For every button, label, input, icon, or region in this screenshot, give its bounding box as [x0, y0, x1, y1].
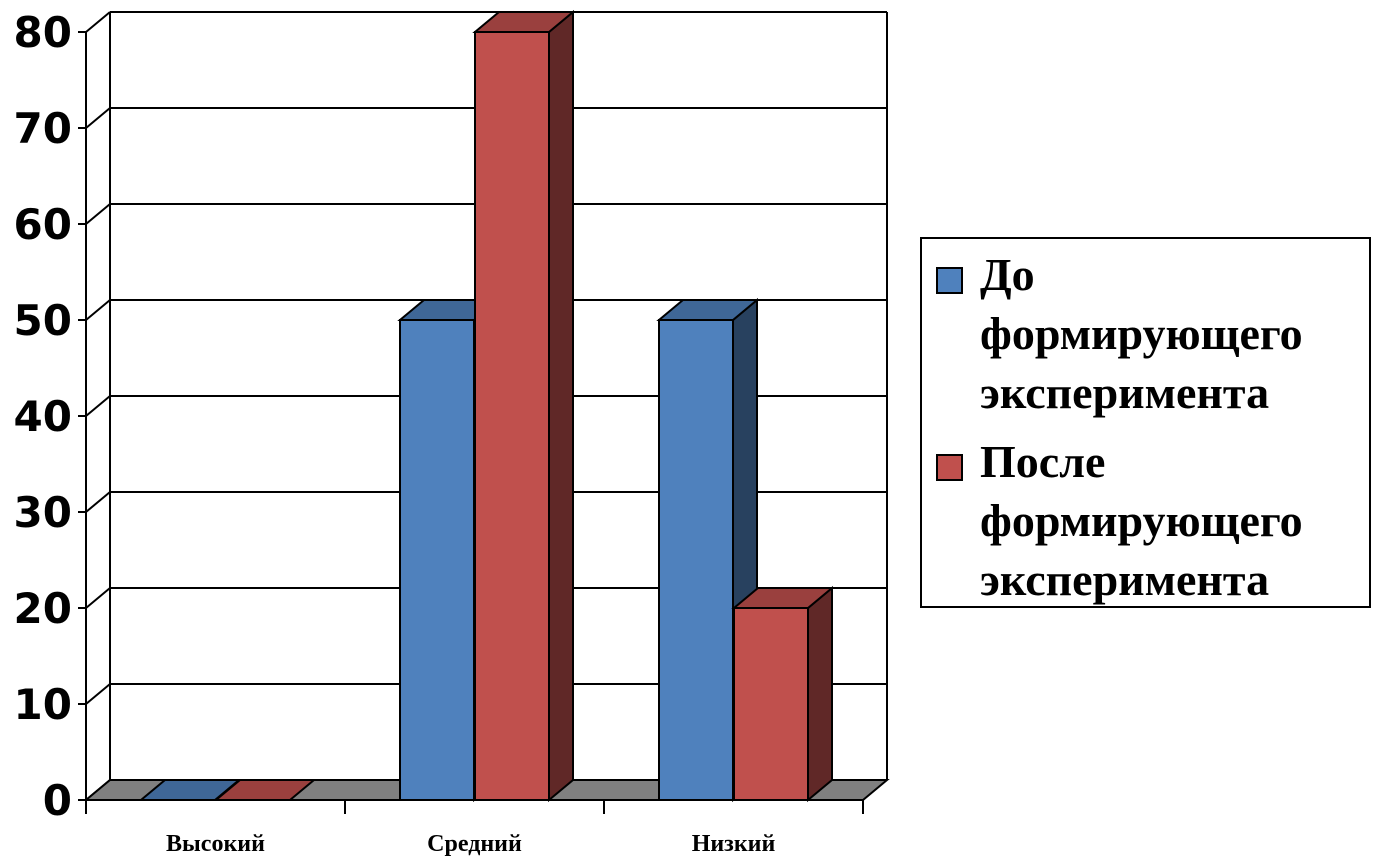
bar-front	[734, 608, 808, 800]
bars-layer	[141, 12, 832, 800]
side-wall-diagonal	[86, 588, 110, 608]
x-tick-label: Средний	[427, 831, 522, 857]
x-tick-label: Низкий	[692, 831, 776, 857]
bar-front	[659, 320, 733, 800]
bar	[734, 588, 832, 800]
y-tick-label: 80	[14, 8, 72, 57]
bar-front	[400, 320, 474, 800]
y-tick-label: 0	[43, 776, 72, 825]
legend-swatch-after	[936, 454, 963, 481]
bar-side	[808, 588, 832, 800]
side-wall-diagonal	[86, 12, 110, 32]
side-wall-diagonal	[86, 684, 110, 704]
bar	[475, 12, 573, 800]
legend-swatch-before	[936, 267, 963, 294]
side-wall-diagonal	[86, 396, 110, 416]
y-tick-label: 20	[14, 584, 72, 633]
y-tick-label: 10	[14, 680, 72, 729]
legend-label-after: После формирующего эксперимента	[980, 432, 1370, 609]
bar-front	[475, 32, 549, 800]
legend-label-before: До формирующего эксперимента	[980, 245, 1370, 422]
bar-side	[549, 12, 573, 800]
side-wall-diagonal	[86, 300, 110, 320]
side-wall-diagonal	[86, 108, 110, 128]
side-wall-diagonal	[86, 492, 110, 512]
y-tick-label: 70	[14, 104, 72, 153]
chart-legend: До формирующего эксперимента После форми…	[920, 237, 1371, 608]
y-tick-label: 40	[14, 392, 72, 441]
x-tick-label: Высокий	[166, 831, 265, 857]
y-tick-label: 50	[14, 296, 72, 345]
y-tick-label: 60	[14, 200, 72, 249]
y-tick-label: 30	[14, 488, 72, 537]
side-wall-diagonal	[86, 204, 110, 224]
